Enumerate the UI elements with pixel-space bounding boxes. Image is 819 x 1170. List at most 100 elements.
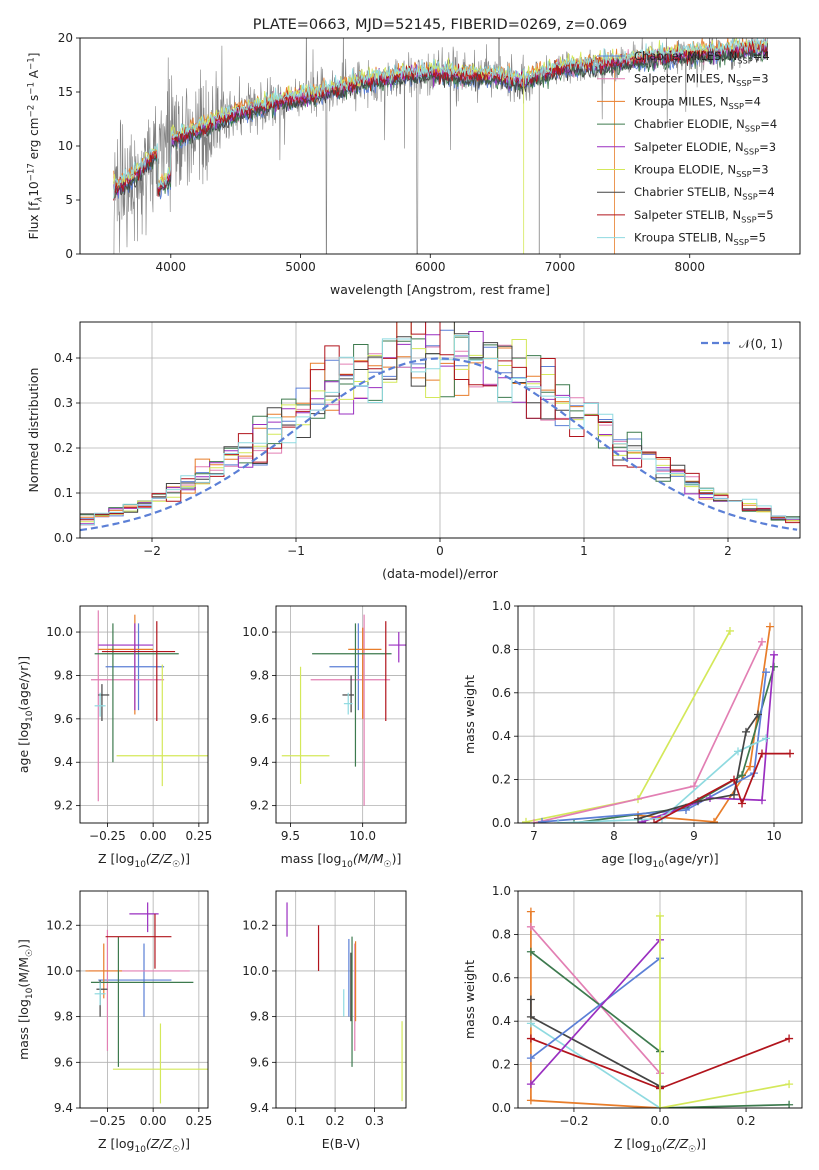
series-line (641, 654, 775, 823)
series-marker (754, 710, 762, 719)
plot-area (522, 622, 794, 823)
y-axis-label: Normed distribution (26, 368, 41, 493)
label-part: 10 (25, 710, 35, 722)
label-part: =3 (752, 163, 769, 177)
label-part: )] (180, 851, 190, 866)
series-marker (554, 819, 562, 823)
label-part: Chabrier MILES, N (634, 49, 737, 63)
x-axis-label: Z [log10(Z/Z☉)] (98, 851, 190, 870)
y-tick-label: 10.0 (242, 964, 269, 978)
label-part: )] (16, 939, 31, 949)
label-part: SSP (737, 55, 752, 65)
series-marker (634, 814, 642, 823)
weight-vs-metallicity-panel: −0.2 0.0 0.2 0.0 0.2 0.4 0.6 0.8 1.0 Z [log10(Z/Z… (462, 884, 803, 1155)
legend-label: 𝒩(0, 1) (739, 337, 783, 351)
y-tick-label: 9.4 (54, 755, 73, 769)
data-point (310, 614, 391, 806)
label-part: SSP (742, 192, 757, 202)
series-marker (526, 947, 535, 956)
x-tick-label: 10 (766, 829, 781, 843)
series-marker (762, 668, 770, 677)
y-tick-label: 9.8 (54, 1010, 73, 1024)
normal-curve (80, 357, 798, 532)
label-part: ☉ (172, 1145, 180, 1155)
plot-area (286, 902, 403, 1102)
label-part: (Z/Z (662, 1136, 689, 1151)
data-point (101, 621, 176, 722)
x-axis-label: age [log10(age/yr)] (601, 851, 718, 870)
y-tick-label: 10.0 (242, 625, 269, 639)
series-marker (785, 1080, 794, 1089)
label-part: ☉ (172, 860, 180, 870)
y-tick-label: 0.4 (492, 1014, 511, 1028)
data-point (85, 943, 123, 999)
label-part: −2 (26, 105, 36, 118)
series-marker (710, 817, 718, 823)
series-line (653, 752, 790, 823)
series-marker (656, 911, 664, 920)
label-part: )] (180, 1136, 190, 1151)
label-part: =5 (757, 208, 774, 222)
series-marker (526, 995, 535, 1004)
y-tick-label: 0.8 (492, 642, 511, 656)
y-tick-label: 10.0 (46, 625, 73, 639)
label-part: erg cm (27, 118, 41, 164)
series-marker (526, 1096, 535, 1105)
age-vs-metallicity-panel: −0.25 0.00 0.259.29.49.69.810.0Z [log10(Z/… (16, 605, 212, 870)
label-part: (Z/Z (146, 851, 173, 866)
label-part: −1 (26, 57, 36, 70)
data-point (348, 627, 382, 719)
series-marker (746, 762, 754, 771)
label-part: s (27, 95, 41, 105)
residual-histogram (80, 335, 800, 526)
x-axis-label: Z [log10(Z/Z☉)] (98, 1136, 190, 1155)
x-tick-label: 9 (690, 829, 698, 843)
label-part: ☉ (688, 1145, 696, 1155)
label-part: SSP (745, 124, 760, 134)
label-part: mass [log (16, 999, 31, 1060)
series-marker (785, 1100, 794, 1108)
series-marker (650, 819, 658, 823)
y-tick-label: 9.6 (54, 1055, 73, 1069)
weight-series (526, 922, 664, 1108)
legend-label: Salpeter ELODIE, NSSP=3 (634, 140, 776, 156)
x-axis-label: (data-model)/error (382, 566, 499, 581)
series-marker (770, 650, 778, 659)
x-tick-label: 10.0 (349, 829, 376, 843)
series-line (530, 911, 661, 1108)
data-point (94, 692, 106, 717)
y-tick-label: 0.2 (492, 773, 511, 787)
series-marker (730, 790, 738, 799)
spectrum-panel: 4000 5000 6000 7000 8000 0 5 10 15 20 PLATE=0663, … (26, 17, 801, 297)
label-part: age [log (601, 851, 652, 866)
axes-frame (79, 605, 209, 824)
y-tick-label: 9.8 (250, 668, 269, 682)
x-axis-label: E(B-V) (322, 1136, 361, 1151)
data-point (98, 614, 154, 715)
label-part: 10 (134, 860, 146, 870)
y-tick-label: 9.6 (54, 712, 73, 726)
x-tick-label: 0.2 (326, 1114, 345, 1128)
x-tick-label: 0.3 (365, 1114, 384, 1128)
weight-series (638, 650, 778, 823)
y-axis-label: mass weight (462, 675, 477, 754)
label-part: Kroupa STELIB, N (634, 231, 734, 245)
label-part: Chabrier ELODIE, N (634, 117, 745, 131)
series-marker (785, 1034, 794, 1043)
label-part: )] (696, 1136, 706, 1151)
label-part: )] (392, 851, 402, 866)
model-spectrum (113, 38, 768, 201)
y-tick-label: 9.4 (54, 1101, 73, 1115)
data-point (281, 666, 330, 784)
y-tick-label: 0.0 (54, 531, 73, 545)
series-marker (530, 819, 538, 823)
label-part: −17 (26, 163, 36, 181)
plot-area (85, 902, 208, 1104)
x-tick-label: 7 (530, 829, 538, 843)
label-part: Kroupa MILES, N (634, 94, 729, 108)
label-part: (M/M (16, 957, 31, 988)
series-marker (526, 1080, 535, 1089)
grid (80, 606, 208, 823)
